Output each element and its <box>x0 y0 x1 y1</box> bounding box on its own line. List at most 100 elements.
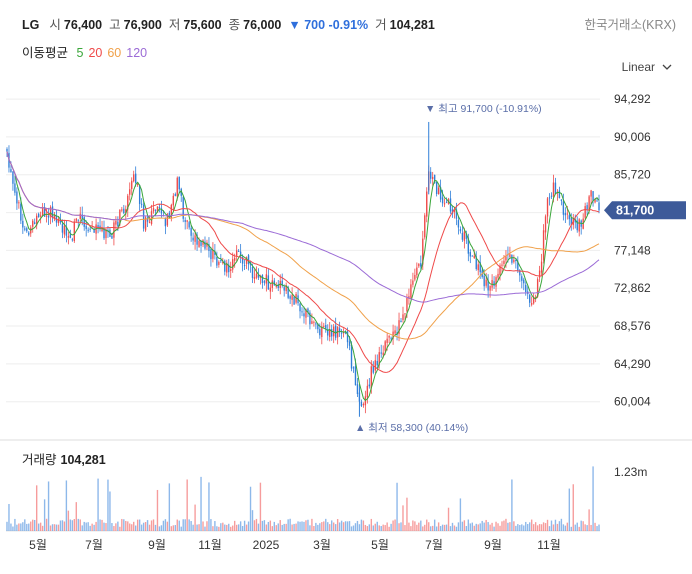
volume-bar <box>67 510 70 531</box>
candle-body <box>289 296 291 299</box>
volume-bar <box>586 525 588 531</box>
volume-bar <box>433 519 436 531</box>
volume-bar <box>18 523 20 531</box>
volume-bar <box>226 524 228 531</box>
scale-selector[interactable]: Linear <box>622 60 672 74</box>
volume-bar <box>445 524 448 531</box>
volume-bar <box>166 521 169 531</box>
volume-bar <box>431 525 434 531</box>
volume-bar <box>241 525 244 531</box>
candle-body <box>435 182 438 195</box>
volume-bar <box>574 524 576 531</box>
candle-body <box>323 325 325 327</box>
volume-bar <box>493 526 495 531</box>
volume-bar <box>596 526 598 531</box>
volume-bar <box>372 525 374 531</box>
volume-bar <box>249 486 252 531</box>
volume-bar <box>319 523 321 531</box>
candle-body <box>406 297 408 312</box>
candle-body <box>235 250 238 256</box>
volume-bar <box>503 520 505 531</box>
candle-body <box>34 222 36 224</box>
volume-bar <box>59 520 62 531</box>
high-label: 고 <box>109 18 121 32</box>
volume-bar <box>485 519 487 531</box>
candle-body <box>131 180 133 190</box>
candle-body <box>51 206 54 219</box>
candle-body <box>402 314 404 320</box>
candle-body <box>65 226 68 236</box>
volume-bar <box>22 522 24 531</box>
candle-body <box>378 352 380 366</box>
volume-bar <box>527 524 529 531</box>
candle-body <box>136 184 139 186</box>
volume-bar <box>455 526 458 531</box>
candle-body <box>269 287 272 292</box>
volume-bar <box>366 526 369 531</box>
volume-bar <box>146 520 149 531</box>
volume-bar <box>253 520 256 531</box>
candle-body <box>540 261 543 273</box>
volume-bar <box>99 519 101 531</box>
candle-body <box>101 227 103 232</box>
candle-body <box>321 326 323 338</box>
volume-bar <box>107 479 109 531</box>
candle-body <box>113 222 115 238</box>
volume-bar <box>525 521 527 531</box>
candle-body <box>515 259 517 262</box>
volume-bar <box>457 522 460 531</box>
volume-bar <box>424 524 426 531</box>
candle-body <box>511 254 513 263</box>
candle-body <box>487 279 489 291</box>
volume-bar <box>459 498 462 531</box>
change-value: ▼ 700 -0.91% <box>288 18 369 32</box>
volume-bar <box>412 520 414 531</box>
candle-body <box>457 220 460 228</box>
volume-bar <box>408 522 410 531</box>
candle-body <box>412 280 414 285</box>
ma-line-20 <box>6 151 600 373</box>
candle-body <box>416 267 418 276</box>
volume-bar <box>386 522 388 531</box>
volume-bar <box>144 522 147 531</box>
volume-bar <box>57 524 60 531</box>
volume-bar <box>546 519 549 531</box>
candle-body <box>71 239 74 241</box>
candle-body <box>475 256 477 269</box>
volume-bar <box>129 523 131 531</box>
candle-body <box>228 264 230 273</box>
volume-bar <box>544 523 547 531</box>
volume-bar <box>53 524 56 531</box>
moving-average-legend[interactable]: 이동평균 5 20 60 120 <box>22 42 152 61</box>
volume-bar <box>443 524 446 531</box>
volume-bar <box>16 524 18 531</box>
volume-bar <box>592 466 594 531</box>
volume-bar <box>382 524 384 531</box>
candle-body <box>158 206 161 208</box>
symbol[interactable]: LG <box>22 18 40 32</box>
candle-body <box>103 228 105 239</box>
volume-bar <box>491 522 493 531</box>
volume-bar <box>184 519 186 531</box>
candle-body <box>430 171 432 179</box>
candle-body <box>519 270 521 276</box>
y-tick-label: 68,576 <box>614 319 651 333</box>
volume-bar <box>75 502 77 531</box>
volume-bar <box>406 497 408 531</box>
candle-body <box>459 229 462 232</box>
candle-body <box>212 249 214 259</box>
volume-bar <box>216 526 218 531</box>
volume-bar <box>32 519 34 531</box>
candle-body <box>350 344 353 369</box>
chevron-down-icon <box>662 64 672 70</box>
volume-bar <box>134 525 137 531</box>
y-tick-label: 64,290 <box>614 357 651 371</box>
volume-bar <box>190 521 192 531</box>
volume-bar <box>119 526 121 531</box>
candle-body <box>285 285 287 292</box>
x-tick-label: 3월 <box>313 538 331 552</box>
candle-body <box>41 206 44 216</box>
volume-bar <box>73 519 76 531</box>
volume-bar <box>340 520 343 531</box>
